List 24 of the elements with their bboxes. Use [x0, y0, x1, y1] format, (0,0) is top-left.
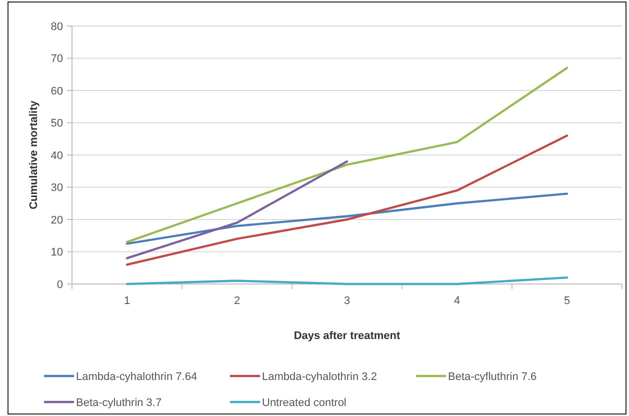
legend-label: Lambda-cyhalothrin 3.2 [262, 370, 377, 383]
y-tick-label: 60 [50, 85, 63, 98]
x-tick-label: 5 [564, 295, 570, 307]
legend-label: Beta-cyluthrin 3.7 [76, 396, 162, 409]
legend-label: Untreated control [262, 396, 346, 409]
x-tick-label: 1 [124, 295, 130, 307]
y-tick-label: 50 [50, 118, 63, 130]
x-tick-label: 2 [234, 295, 240, 307]
y-tick-label: 30 [50, 182, 63, 194]
y-tick-label: 40 [50, 150, 63, 162]
y-tick-label: 10 [50, 246, 63, 259]
y-tick-label: 20 [50, 214, 63, 226]
legend-label: Beta-cyfluthrin 7.6 [448, 370, 537, 383]
line-series [126, 192, 568, 245]
y-axis-title: Cumulative mortality [28, 100, 40, 210]
line-series [126, 134, 568, 266]
x-tick-label: 4 [454, 295, 460, 307]
legend-label: Lambda-cyhalothrin 7.64 [76, 370, 198, 383]
y-tick-label: 70 [50, 53, 63, 66]
x-axis-title: Days after treatment [294, 330, 401, 342]
y-tick-label: 0 [56, 278, 63, 291]
line-series [126, 66, 568, 244]
x-tick-label: 3 [344, 295, 350, 307]
y-tick-label: 80 [50, 20, 63, 33]
